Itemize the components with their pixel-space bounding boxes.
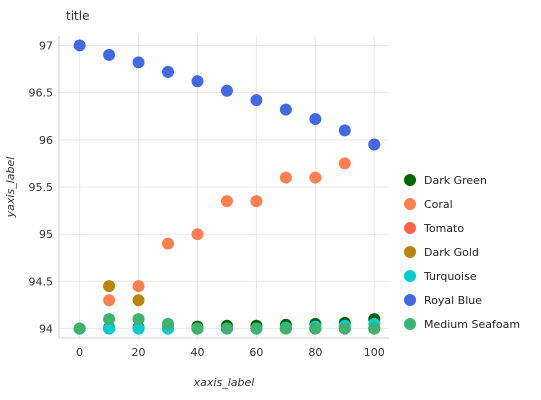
y-tick-label: 95.5 bbox=[29, 181, 54, 194]
point-medium-seafoam bbox=[309, 322, 322, 335]
legend-marker bbox=[404, 270, 416, 282]
point-turquoise bbox=[132, 322, 145, 335]
legend-item-medium-seafoam: Medium Seafoam bbox=[404, 318, 520, 331]
point-medium-seafoam bbox=[191, 322, 204, 335]
point-royal-blue bbox=[338, 124, 351, 137]
x-tick-labels: 0 20 40 60 80 100 bbox=[76, 346, 385, 359]
series-coral bbox=[73, 138, 381, 335]
x-tick-label: 20 bbox=[132, 346, 146, 359]
point-coral bbox=[191, 228, 204, 241]
legend-item-dark-green: Dark Green bbox=[404, 174, 487, 187]
series-royal-blue bbox=[73, 39, 381, 151]
legend-label: Royal Blue bbox=[424, 294, 482, 307]
legend-marker bbox=[404, 174, 416, 186]
point-royal-blue bbox=[103, 48, 116, 61]
point-royal-blue bbox=[162, 65, 175, 78]
legend-item-coral: Coral bbox=[404, 198, 453, 211]
legend-marker bbox=[404, 246, 416, 258]
point-medium-seafoam bbox=[220, 322, 233, 335]
x-tick-label: 100 bbox=[364, 346, 385, 359]
series-medium-seafoam bbox=[73, 313, 381, 335]
point-coral bbox=[132, 280, 145, 293]
point-medium-seafoam bbox=[162, 317, 175, 330]
point-coral bbox=[220, 195, 233, 208]
point-coral bbox=[309, 171, 322, 184]
legend-marker bbox=[404, 318, 416, 330]
chart-title: title bbox=[66, 9, 89, 23]
legend-label: Dark Gold bbox=[424, 246, 479, 259]
point-royal-blue bbox=[191, 75, 204, 88]
point-coral bbox=[338, 157, 351, 170]
x-tick-label: 80 bbox=[308, 346, 322, 359]
point-coral bbox=[250, 195, 263, 208]
legend-label: Medium Seafoam bbox=[424, 318, 520, 331]
point-royal-blue bbox=[309, 113, 322, 126]
x-tick-label: 60 bbox=[249, 346, 263, 359]
point-medium-seafoam bbox=[73, 322, 86, 335]
point-coral bbox=[103, 294, 116, 307]
legend-label: Dark Green bbox=[424, 174, 487, 187]
point-royal-blue bbox=[132, 56, 145, 69]
point-royal-blue bbox=[73, 39, 86, 52]
legend: Dark Green Coral Tomato Dark Gold Turquoise R… bbox=[404, 174, 520, 331]
y-tick-labels: 94 94.5 95 95.5 96 96.5 97 bbox=[29, 39, 54, 335]
grid bbox=[59, 36, 389, 338]
x-tick-label: 40 bbox=[190, 346, 204, 359]
x-tick-label: 0 bbox=[76, 346, 83, 359]
x-axis-title: xaxis_label bbox=[193, 376, 255, 389]
y-tick-label: 97 bbox=[39, 39, 53, 52]
legend-label: Tomato bbox=[423, 222, 464, 235]
y-tick-label: 94 bbox=[39, 323, 53, 336]
legend-item-turquoise: Turquoise bbox=[404, 270, 477, 283]
legend-item-tomato: Tomato bbox=[404, 222, 464, 235]
point-coral bbox=[162, 237, 175, 250]
legend-label: Coral bbox=[424, 198, 453, 211]
legend-marker bbox=[404, 294, 416, 306]
legend-label: Turquoise bbox=[423, 270, 477, 283]
point-medium-seafoam bbox=[250, 322, 263, 335]
data-series bbox=[73, 39, 381, 335]
point-dark-gold bbox=[132, 294, 145, 307]
point-royal-blue bbox=[368, 138, 381, 151]
legend-marker bbox=[404, 222, 416, 234]
point-medium-seafoam bbox=[279, 322, 292, 335]
point-medium-seafoam bbox=[338, 322, 351, 335]
point-medium-seafoam bbox=[103, 313, 116, 326]
legend-marker bbox=[404, 198, 416, 210]
point-coral bbox=[279, 171, 292, 184]
y-axis-title: yaxis_label bbox=[4, 157, 17, 219]
point-medium-seafoam bbox=[368, 322, 381, 335]
y-tick-label: 94.5 bbox=[29, 275, 54, 288]
axes bbox=[58, 36, 389, 339]
y-tick-label: 96 bbox=[39, 134, 53, 147]
point-dark-gold bbox=[103, 280, 116, 293]
point-royal-blue bbox=[279, 103, 292, 116]
point-medium-seafoam bbox=[132, 313, 145, 326]
legend-item-royal-blue: Royal Blue bbox=[404, 294, 482, 307]
y-tick-label: 96.5 bbox=[29, 87, 54, 100]
point-royal-blue bbox=[250, 94, 263, 107]
y-tick-label: 95 bbox=[39, 228, 53, 241]
legend-item-dark-gold: Dark Gold bbox=[404, 246, 479, 259]
point-turquoise bbox=[103, 322, 116, 335]
point-royal-blue bbox=[220, 84, 233, 97]
